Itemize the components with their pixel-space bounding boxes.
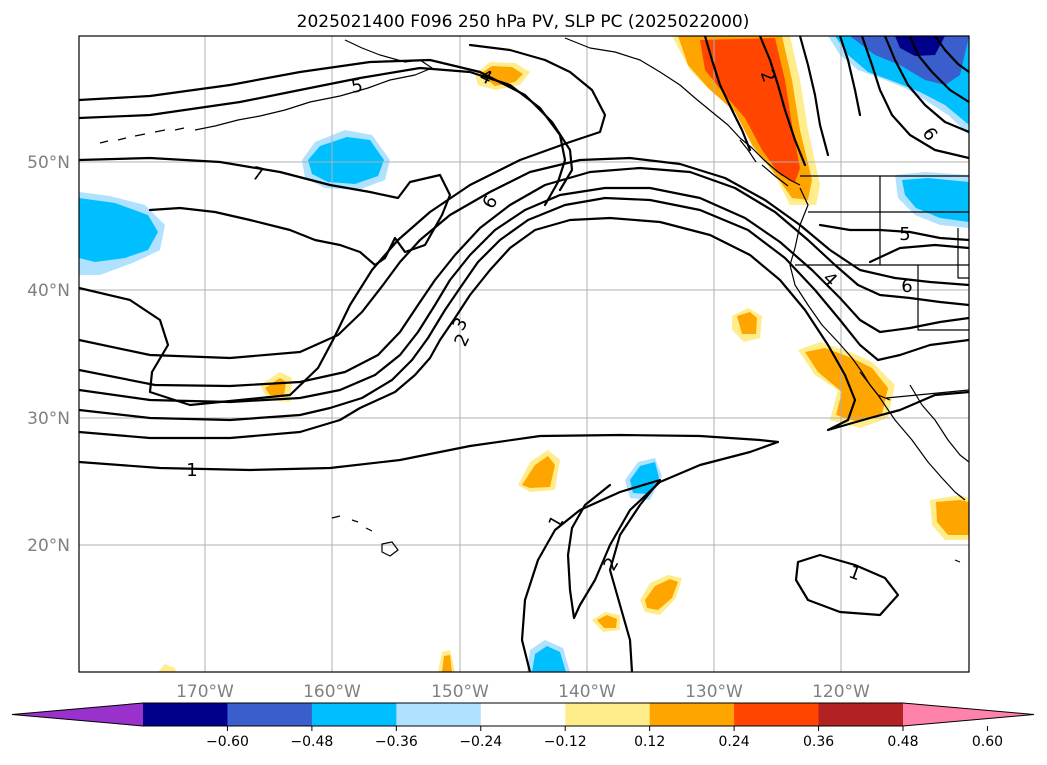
bc-islands [739, 139, 789, 187]
state-boundary-az [957, 228, 969, 279]
contour-ne-5 [860, 36, 969, 160]
lat-label: 50°N [27, 153, 70, 173]
colorbar-extend-low [12, 703, 143, 726]
colorbar-segment [734, 703, 820, 726]
lon-label: 150°W [431, 682, 489, 702]
contour-5 [79, 156, 969, 360]
colorbar-tick-label: −0.48 [290, 734, 333, 750]
contour-7 [79, 156, 452, 267]
contour-wa [818, 223, 969, 242]
contour-label: 5 [350, 75, 365, 98]
longitude-labels: 170°W 160°W 150°W 140°W 130°W 120°W [176, 682, 870, 702]
colorbar-tick-label: −0.12 [544, 734, 587, 750]
us-mexico-border [885, 389, 969, 399]
contour-label: 1 [186, 460, 197, 481]
pv-fill-mid-orange [737, 312, 757, 334]
colorbar: −0.60 −0.48 −0.36 −0.24 −0.12 0.12 0.24 0.36 0.4… [11, 702, 1035, 750]
lon-label: 140°W [558, 682, 616, 702]
contour-2-south [520, 478, 662, 672]
colorbar-segment [143, 703, 228, 726]
chart-title: 2025021400 F096 250 hPa PV, SLP PC (2025… [297, 12, 750, 32]
colorbar-tick-label: 0.12 [634, 734, 665, 750]
contour-2-north [79, 196, 969, 422]
small-island [954, 559, 961, 563]
colorbar-tick-label: 0.48 [887, 734, 918, 750]
contour-4-gulf [79, 66, 567, 207]
contour-label: 7 [250, 163, 266, 186]
lat-label: 30°N [27, 409, 70, 429]
contour-ne-3 [798, 36, 830, 157]
colorbar-segment [818, 703, 904, 726]
pv-fill-bot3-yellow [158, 664, 176, 672]
state-boundary-nv [879, 176, 969, 331]
coastlines [99, 37, 969, 563]
pv-fill-west-cyan [79, 198, 158, 262]
hawaii-islands [331, 515, 399, 557]
contour-ne-4 [838, 36, 862, 117]
lon-label: 130°W [685, 682, 743, 702]
colorbar-segment [396, 703, 482, 726]
contour-ne-2 [758, 36, 807, 167]
colorbar-segment [311, 703, 397, 726]
contour-3 [79, 186, 969, 404]
pv-fill-central-cyan [308, 137, 384, 184]
colorbar-tick-label: 0.24 [719, 734, 750, 750]
alaska-panhandle [564, 37, 801, 186]
alaska-coast [194, 39, 433, 131]
pv-fill-ne-navy [895, 36, 945, 56]
aleutian-islands [99, 127, 185, 144]
contour-1-east [794, 553, 900, 617]
contour-6-east [868, 243, 969, 264]
contour-label: 6 [901, 276, 912, 297]
baja-peninsula [859, 371, 966, 501]
lat-label: 40°N [27, 281, 70, 301]
colorbar-segment [649, 703, 735, 726]
colorbar-tick-label: 0.36 [803, 734, 834, 750]
lon-label: 160°W [303, 682, 361, 702]
lat-label: 20°N [27, 536, 70, 556]
contour-6 [79, 43, 607, 407]
contour-5-upper [79, 58, 574, 192]
contour-ne-1 [703, 36, 752, 152]
lon-label: 170°W [176, 682, 234, 702]
pv-fill-layer [79, 36, 969, 672]
colorbar-tick-label: −0.24 [459, 734, 502, 750]
contour-1-north [79, 216, 969, 440]
pv-fill-mex-orange [936, 500, 969, 535]
graticule [79, 36, 969, 672]
pv-fill-socal-orange [805, 348, 888, 422]
colorbar-tick-label: 0.60 [972, 734, 1003, 750]
contour-ne-7 [908, 36, 969, 104]
contour-label: 5 [899, 224, 910, 245]
pv-fill-goa-orange [480, 66, 523, 86]
colorbar-extend-high [903, 703, 1034, 726]
pv-fill-s3-orange [597, 615, 617, 628]
pv-fill-ne-royal [850, 36, 969, 85]
colorbar-segment [480, 703, 566, 726]
contour-ne-6 [883, 36, 969, 134]
contour-ne-8 [933, 36, 969, 74]
lon-label: 120°W [812, 682, 870, 702]
pv-fill-s2-orange [645, 579, 678, 610]
latitude-labels: 50°N 40°N 30°N 20°N [27, 153, 70, 556]
contour-4 [79, 166, 969, 388]
colorbar-segment [227, 703, 313, 726]
colorbar-outline [11, 702, 1035, 727]
colorbar-tick-label: −0.60 [206, 734, 249, 750]
pv-fill-sw1-orange [522, 456, 555, 488]
colorbar-segment [565, 703, 651, 726]
slp-contours [79, 36, 969, 672]
map-border [78, 35, 970, 673]
contour-1-south [79, 433, 780, 620]
colorbar-tick-label: −0.36 [375, 734, 418, 750]
pv-fill-bot-cyan [532, 646, 566, 672]
pv-fill-bot2-orange [442, 655, 452, 672]
pv-fill-wa-cyan [902, 178, 969, 222]
